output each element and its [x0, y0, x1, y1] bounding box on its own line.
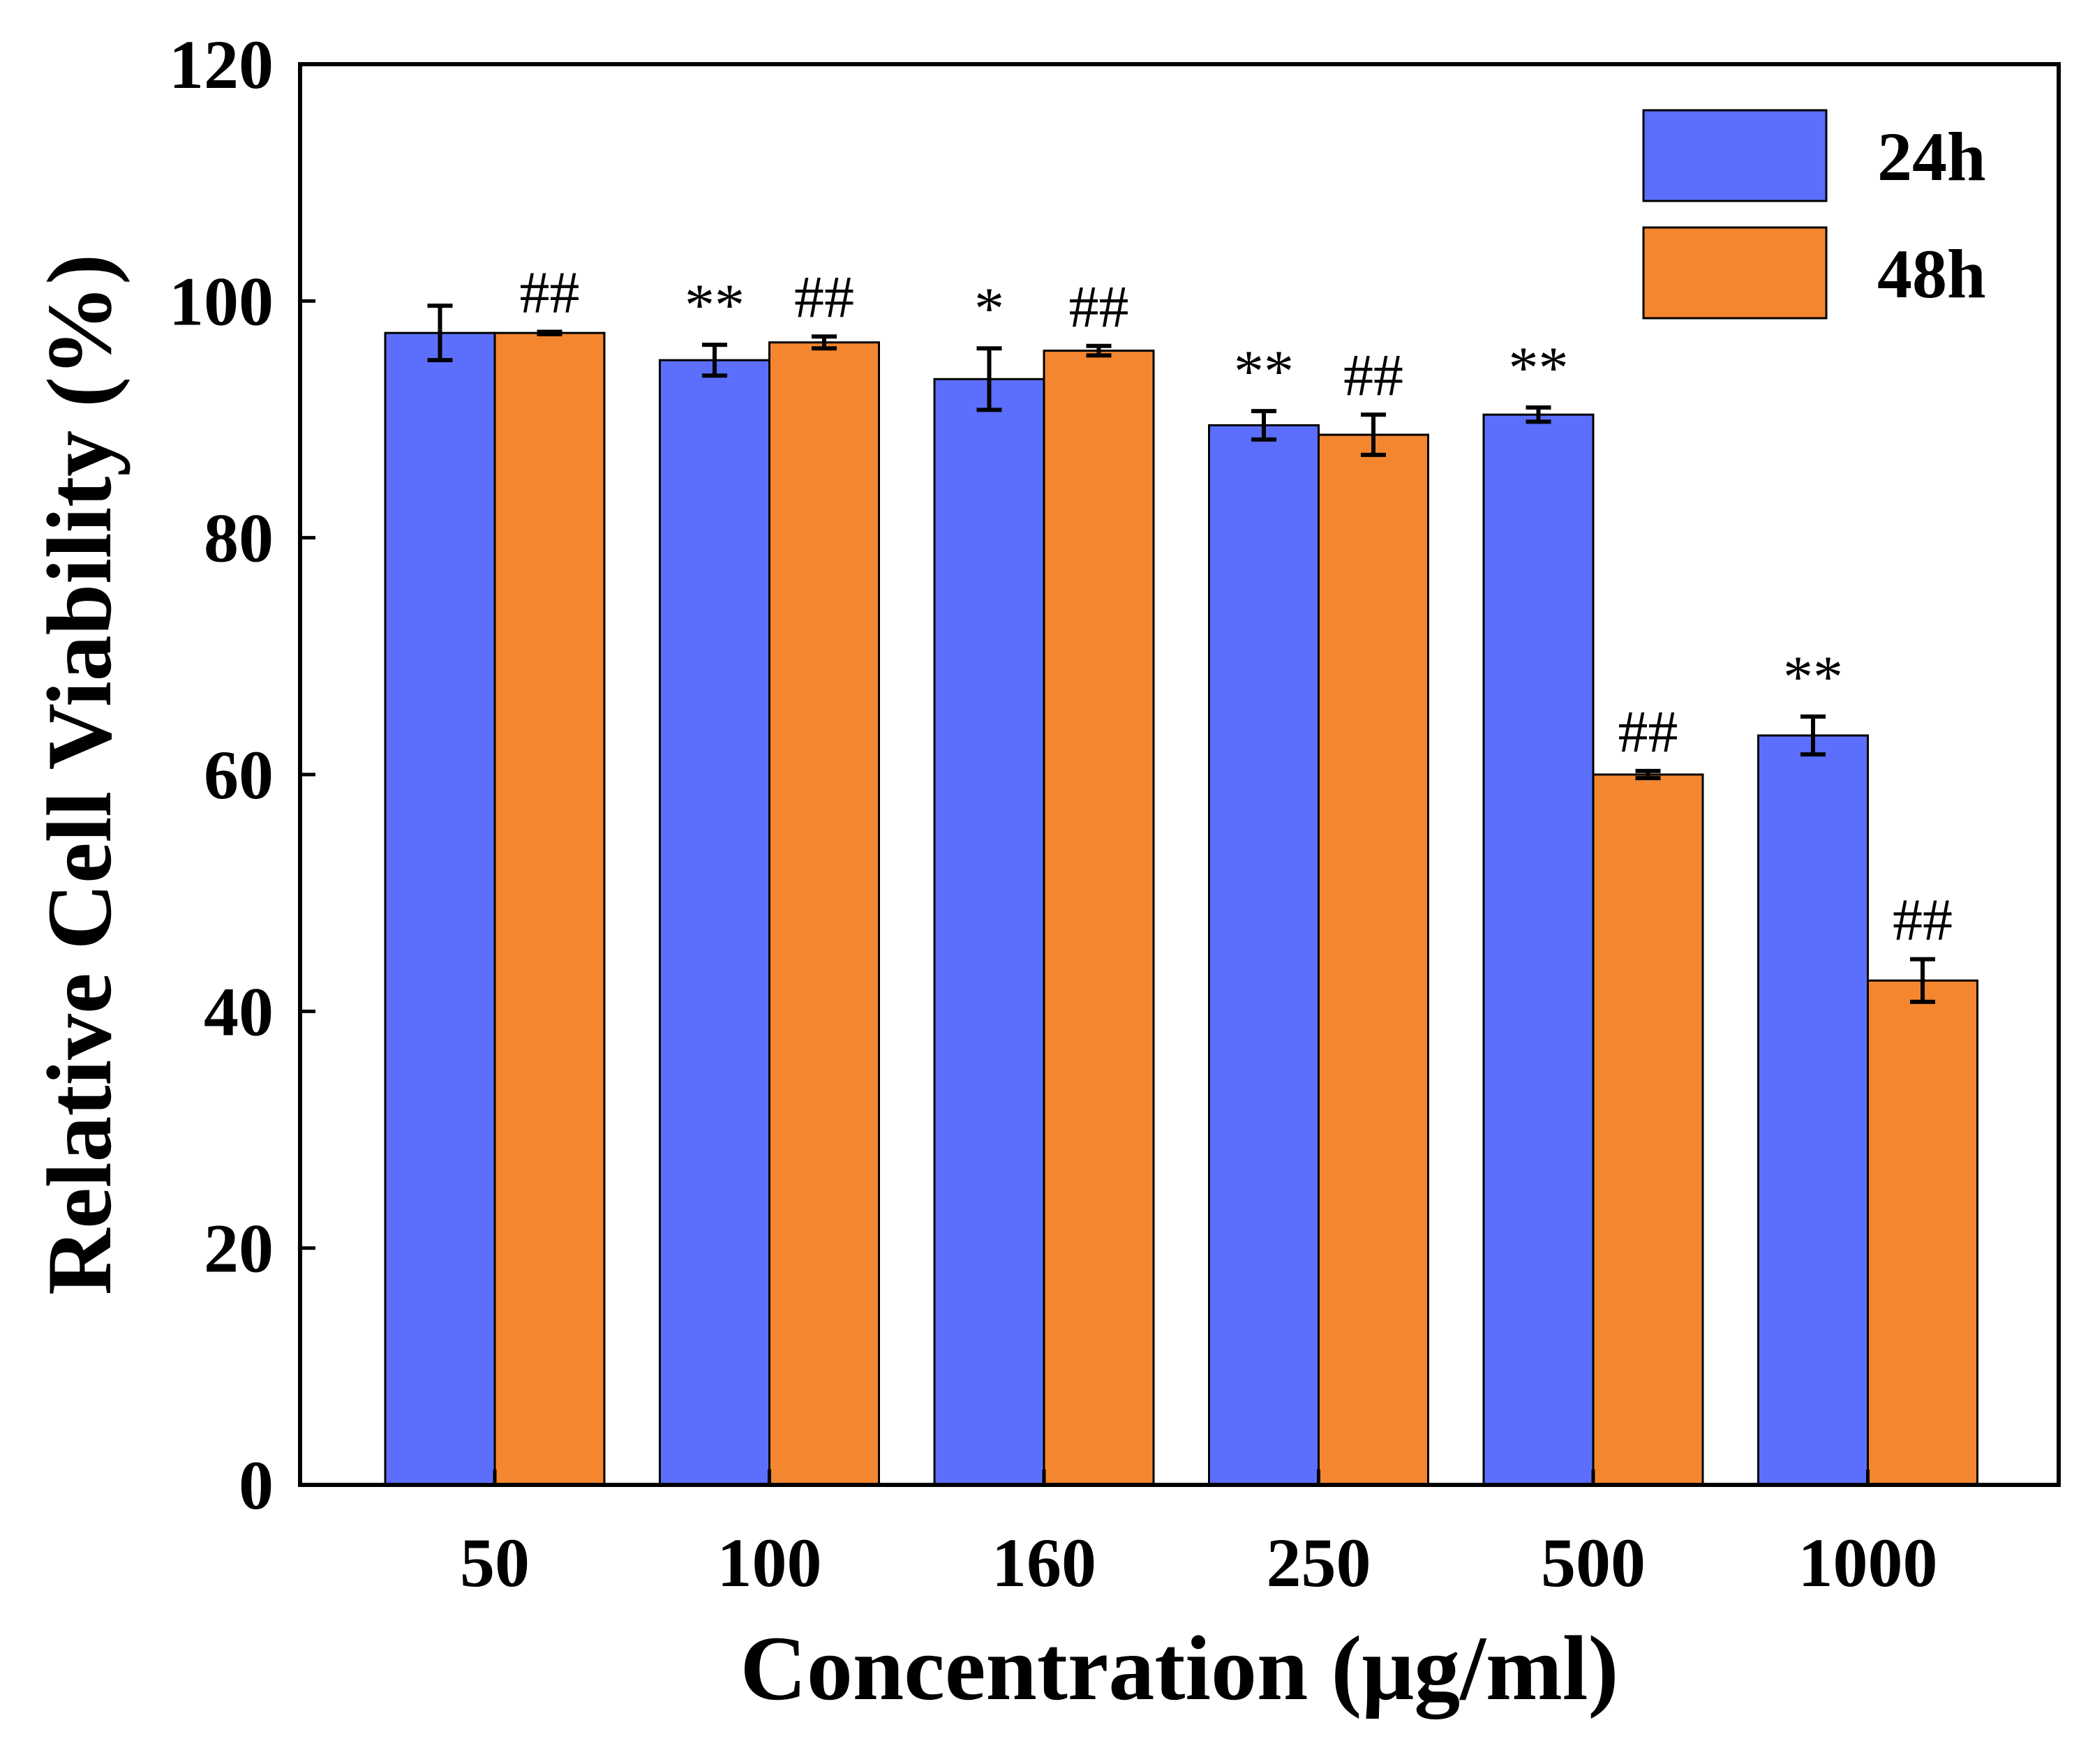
bar-48h-1000: [1867, 979, 1978, 1486]
legend-swatch-24h: [1642, 109, 1828, 202]
x-tick-label: 100: [717, 1524, 822, 1601]
significance-48h-50: ##: [520, 258, 580, 325]
significance-24h-100: **: [685, 271, 745, 338]
y-tick-label: 60: [204, 736, 274, 814]
bar-24h-100: [659, 359, 770, 1486]
y-tick-label: 120: [169, 26, 274, 103]
legend-label-48h: 48h: [1877, 235, 1986, 313]
x-tick-label: 250: [1267, 1524, 1371, 1601]
bar-48h-50: [493, 331, 606, 1486]
significance-24h-160: *: [974, 275, 1004, 342]
y-axis: 0 20 40 60 80 100 120: [169, 26, 315, 1524]
bar-24h-250: [1208, 424, 1320, 1486]
y-tick-label: 80: [204, 500, 274, 577]
significance-annotations: ## ** ## * ## ** ## ** ## ** ##: [520, 258, 1953, 952]
legend: 24h 48h: [1642, 109, 1986, 320]
x-tick-label: 50: [460, 1524, 530, 1601]
bar-24h-160: [933, 378, 1045, 1486]
x-axis: 50 100 160 250 500 1000: [460, 1470, 1938, 1601]
bar-48h-500: [1592, 773, 1704, 1486]
error-bars-layer: [427, 304, 1935, 1004]
bar-48h-250: [1318, 433, 1429, 1486]
bar-48h-160: [1043, 350, 1155, 1486]
x-tick-label: 160: [992, 1524, 1096, 1601]
significance-24h-250: **: [1234, 338, 1294, 405]
significance-48h-500: ##: [1618, 698, 1678, 765]
bar-48h-100: [768, 341, 880, 1486]
significance-48h-160: ##: [1069, 273, 1129, 340]
bar-24h-500: [1482, 413, 1595, 1486]
bar-24h-1000: [1757, 734, 1869, 1486]
x-axis-label: Concentration (μg/ml): [740, 1617, 1619, 1719]
bar-24h-50: [384, 331, 496, 1486]
x-tick-label: 1000: [1798, 1524, 1938, 1601]
y-tick-label: 0: [239, 1447, 274, 1524]
significance-24h-1000: **: [1783, 643, 1843, 710]
y-tick-label: 20: [204, 1210, 274, 1287]
bars-layer: [384, 331, 1978, 1486]
significance-48h-100: ##: [794, 263, 854, 330]
x-tick-label: 500: [1541, 1524, 1646, 1601]
legend-label-24h: 24h: [1877, 118, 1986, 195]
y-axis-label: Relative Cell Viability (%): [28, 254, 130, 1295]
significance-48h-1000: ##: [1893, 886, 1953, 953]
y-tick-label: 40: [204, 973, 274, 1050]
significance-48h-250: ##: [1343, 341, 1403, 408]
y-tick-label: 100: [169, 262, 274, 340]
legend-swatch-48h: [1642, 226, 1828, 320]
significance-24h-500: **: [1509, 334, 1569, 401]
